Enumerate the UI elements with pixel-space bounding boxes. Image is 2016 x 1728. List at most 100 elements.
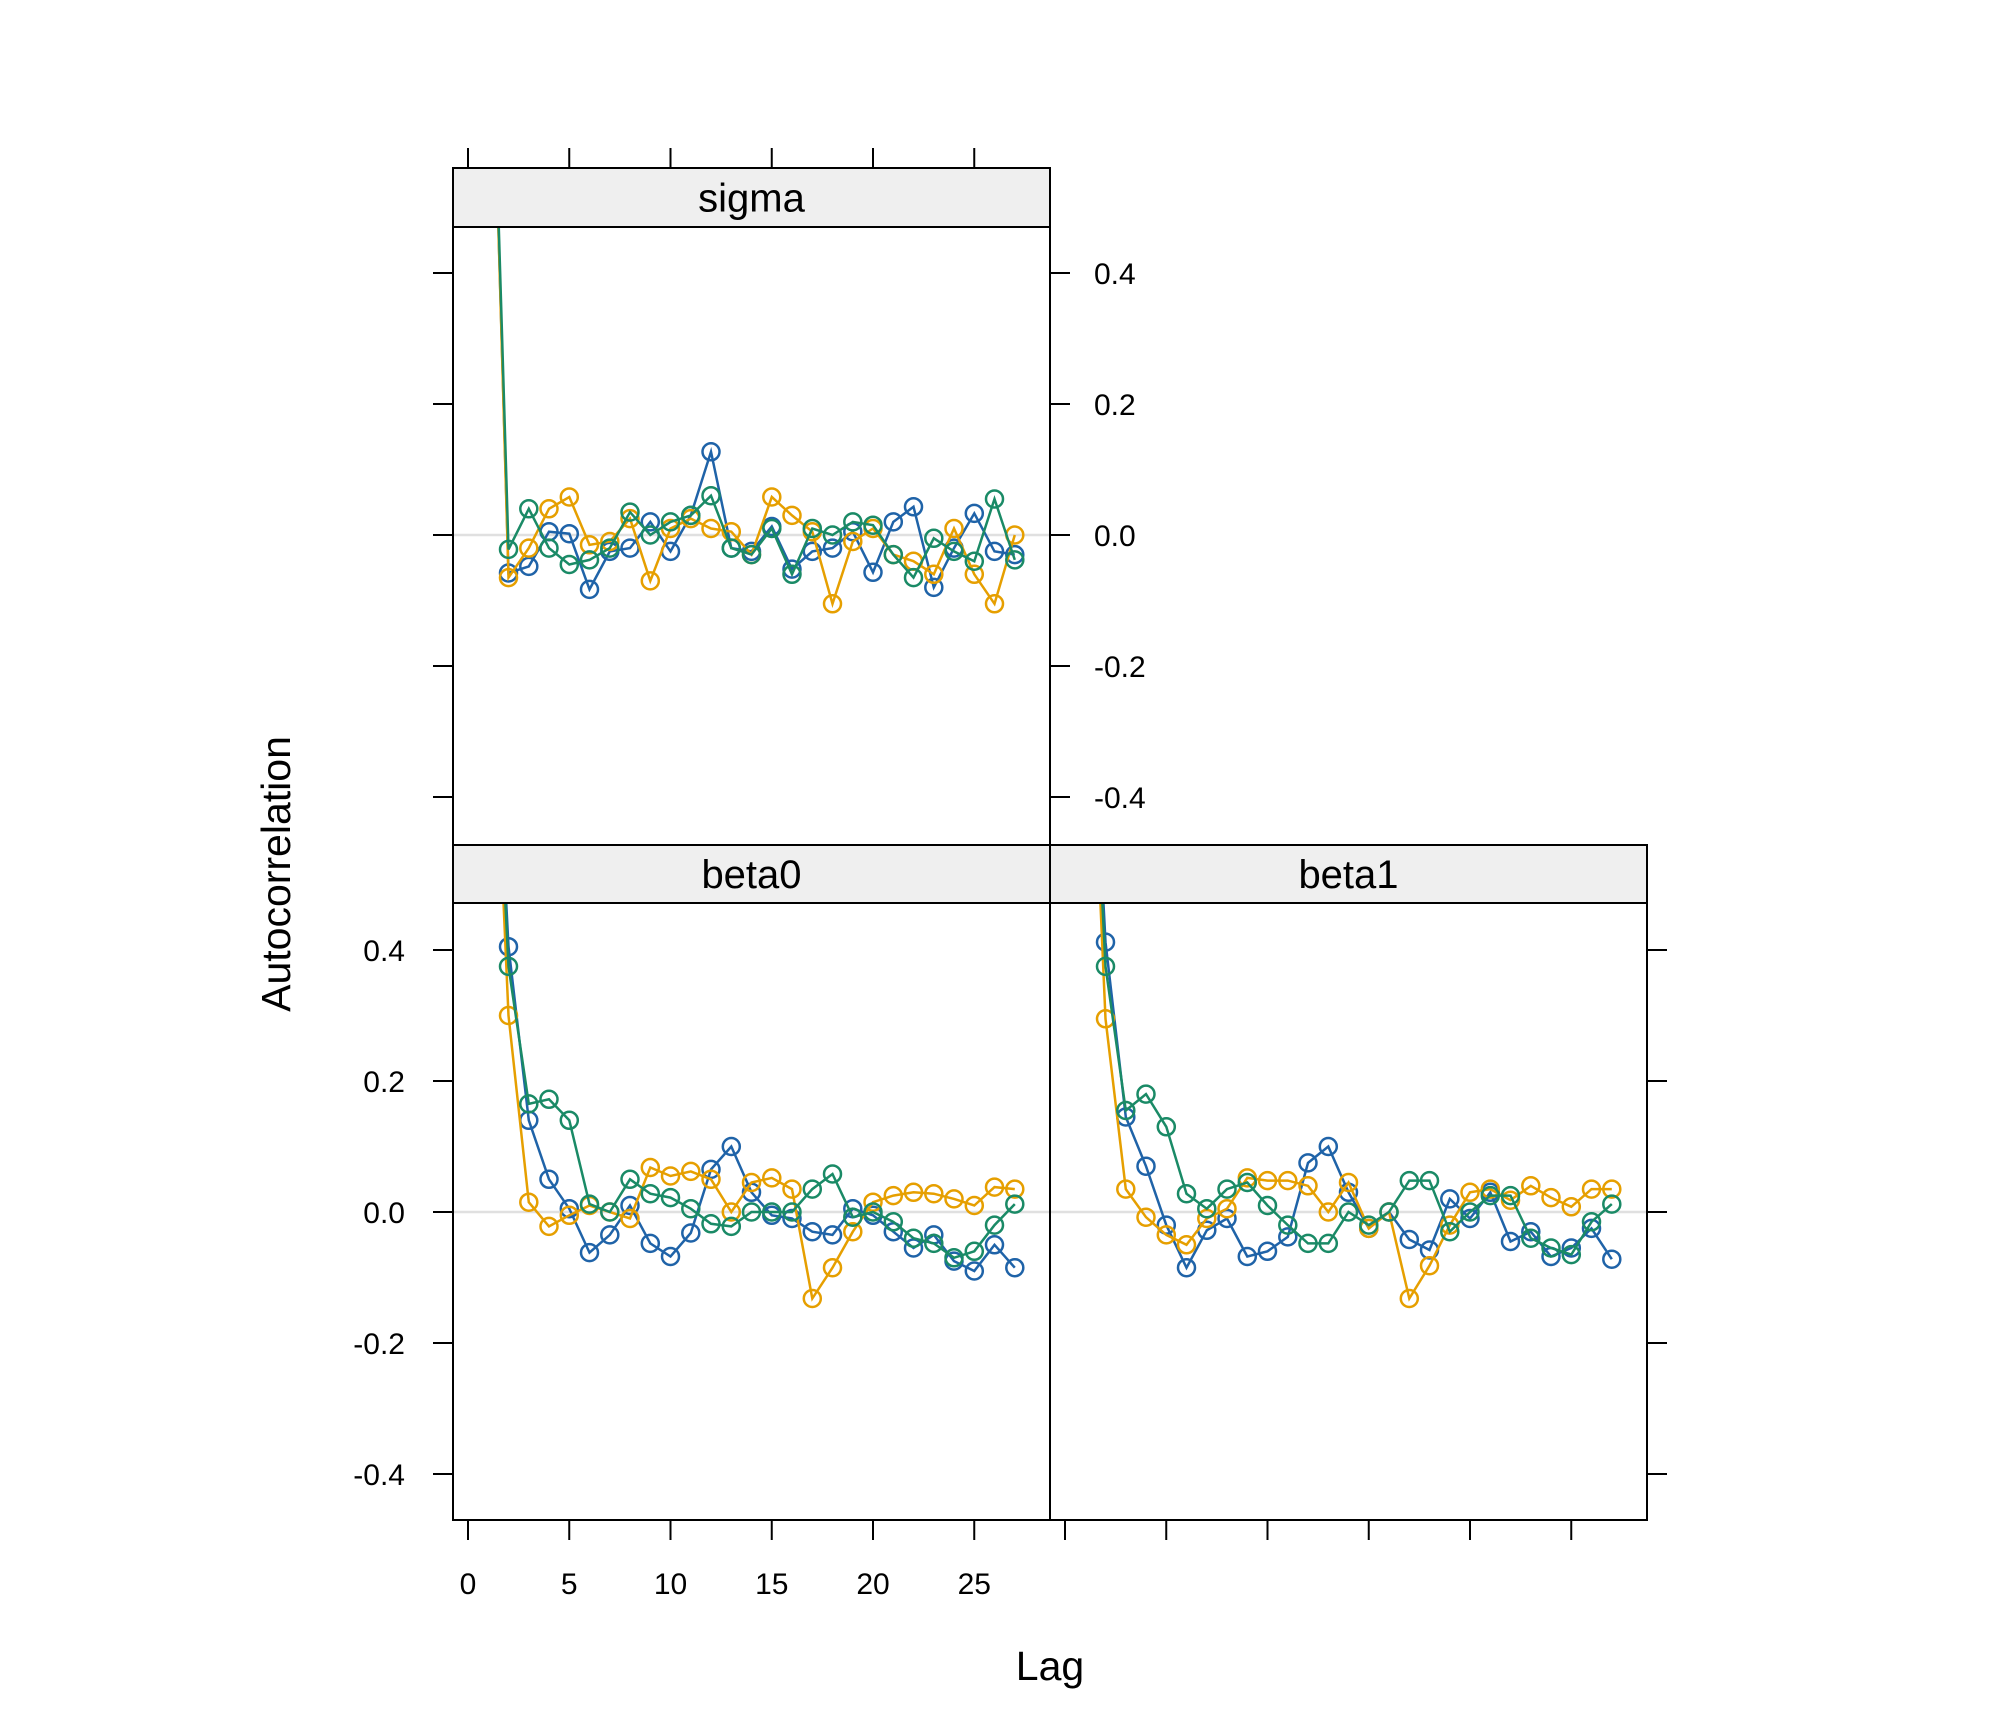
data-point-chain3 <box>1561 1244 1582 1265</box>
data-point-chain3 <box>762 1202 782 1222</box>
data-point-chain3 <box>620 502 640 522</box>
data-point-chain2 <box>1521 1176 1541 1196</box>
x-tick-label: 0 <box>460 1568 477 1601</box>
data-point-chain1 <box>701 1159 721 1180</box>
data-point-chain3 <box>964 551 985 571</box>
data-point-chain1 <box>1399 1229 1420 1250</box>
data-point-chain2 <box>701 518 721 539</box>
data-point-chain3 <box>903 1228 924 1248</box>
data-point-chain1 <box>1581 1218 1602 1239</box>
series-line-chain2 <box>502 903 1015 1302</box>
data-point-chain1 <box>883 512 904 532</box>
y-tick-label: 0.4 <box>1094 258 1136 291</box>
data-point-chain1 <box>1005 544 1025 565</box>
data-point-chain1 <box>822 538 843 558</box>
data-point-chain1 <box>1318 1136 1339 1157</box>
data-point-chain1 <box>559 523 580 544</box>
data-point-chain1 <box>1440 1189 1460 1209</box>
data-point-chain2 <box>843 1221 863 1242</box>
series-line-chain1 <box>497 227 1015 593</box>
data-point-chain2 <box>1338 1172 1359 1193</box>
data-point-chain3 <box>1419 1170 1440 1191</box>
strip-label: sigma <box>698 177 805 221</box>
data-point-chain3 <box>984 489 1005 509</box>
data-point-chain2 <box>883 1185 904 1206</box>
data-point-chain1 <box>1136 1156 1156 1176</box>
data-point-chain3 <box>498 539 519 560</box>
data-point-chain2 <box>1176 1235 1197 1255</box>
data-point-chain3 <box>1379 1202 1399 1222</box>
data-point-chain2 <box>539 499 559 519</box>
data-point-chain2 <box>681 1161 701 1182</box>
data-point-chain3 <box>1338 1202 1359 1222</box>
y-tick-label: -0.4 <box>353 1459 405 1492</box>
data-point-chain3 <box>802 1179 823 1199</box>
y-tick-label: 0.2 <box>363 1066 405 1099</box>
y-tick-label: 0.0 <box>363 1197 405 1230</box>
data-point-chain1 <box>903 497 924 517</box>
data-point-chain2 <box>822 594 843 614</box>
data-point-chain3 <box>1095 956 1116 977</box>
data-point-chain3 <box>1005 550 1025 570</box>
data-point-chain3 <box>1541 1238 1561 1258</box>
data-point-chain3 <box>559 1110 580 1131</box>
series-line-chain3 <box>497 227 1016 580</box>
panel-beta0: beta0 <box>452 844 1051 1521</box>
series-group <box>498 903 1025 1309</box>
data-point-chain2 <box>1581 1179 1602 1199</box>
data-point-chain2 <box>802 1288 823 1309</box>
data-point-chain1 <box>924 577 944 598</box>
data-point-chain3 <box>681 1198 701 1219</box>
series-line-chain2 <box>1099 903 1612 1302</box>
series-line-chain3 <box>504 903 1016 1260</box>
data-point-chain1 <box>1460 1208 1480 1229</box>
data-point-chain1 <box>640 1233 661 1254</box>
data-point-chain1 <box>863 562 883 583</box>
data-point-chain2 <box>1602 1179 1622 1199</box>
y-tick-label: -0.4 <box>1094 782 1146 815</box>
data-point-chain3 <box>640 525 661 545</box>
strip-label: beta0 <box>701 853 801 897</box>
data-point-chain2 <box>640 571 661 591</box>
data-point-chain3 <box>539 538 559 558</box>
data-point-chain3 <box>1480 1185 1501 1206</box>
data-point-chain3 <box>782 1202 802 1222</box>
data-point-chain2 <box>762 1168 782 1188</box>
data-point-chain1 <box>660 1246 681 1267</box>
data-point-chain1 <box>984 541 1005 562</box>
data-point-chain2 <box>559 1205 580 1226</box>
data-point-chain1 <box>579 1242 600 1263</box>
data-point-chain3 <box>1156 1117 1177 1137</box>
y-axis-title: Autocorrelation <box>253 736 299 1012</box>
trellis-group: sigma beta0 beta1 -0.4 -0.2 0.0 0.2 0.4 -0.4 -0.2… <box>253 148 1667 1689</box>
data-point-chain1 <box>1005 1257 1025 1278</box>
data-point-chain2 <box>519 538 539 558</box>
data-point-chain3 <box>822 525 843 545</box>
data-point-chain2 <box>640 1157 661 1178</box>
data-point-chain3 <box>762 518 782 539</box>
y-tick-label: 0.4 <box>363 935 405 968</box>
data-point-chain3 <box>1116 1100 1136 1121</box>
data-point-chain3 <box>1278 1215 1298 1235</box>
data-point-chain1 <box>1561 1238 1582 1258</box>
data-point-chain3 <box>782 564 802 585</box>
data-point-chain3 <box>964 1241 985 1262</box>
data-point-chain1 <box>964 503 985 524</box>
strip-label: beta1 <box>1298 853 1398 897</box>
data-point-chain2 <box>519 1192 539 1212</box>
data-point-chain2 <box>964 1195 985 1216</box>
data-point-chain2 <box>600 531 620 552</box>
x-tick-label: 5 <box>561 1568 578 1601</box>
data-point-chain1 <box>964 1261 985 1281</box>
data-point-chain3 <box>802 518 823 539</box>
data-point-chain3 <box>883 544 904 565</box>
data-point-chain2 <box>701 1169 721 1190</box>
data-point-chain1 <box>1298 1153 1318 1173</box>
data-point-chain3 <box>741 544 762 565</box>
data-point-chain1 <box>782 1208 802 1229</box>
x-axis-title: Lag <box>1016 1643 1084 1689</box>
data-point-chain2 <box>1460 1182 1480 1203</box>
data-point-chain3 <box>1440 1221 1460 1242</box>
series-line-chain1 <box>1102 903 1613 1271</box>
